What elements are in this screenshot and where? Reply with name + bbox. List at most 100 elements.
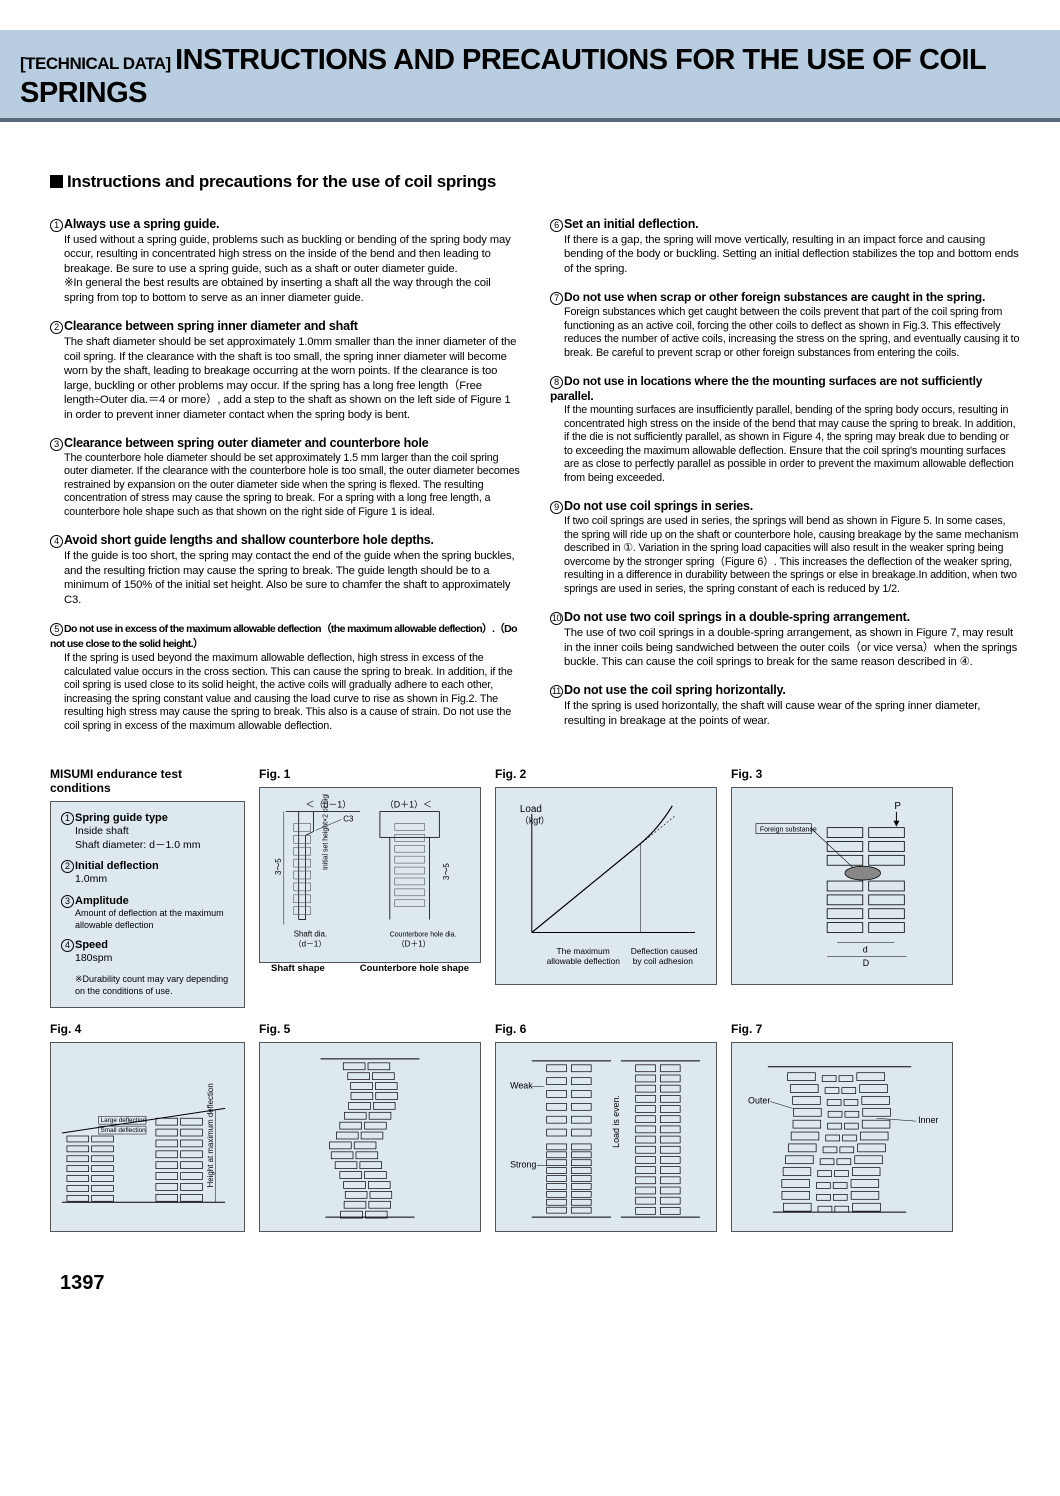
item-body: If the spring is used horizontally, the … xyxy=(550,699,1020,728)
endurance-item-title: 1Spring guide type xyxy=(61,812,236,825)
fig3-col: Fig. 3 P Foreign substance xyxy=(731,767,953,1008)
fig2-box: Load （kgf） The maximum allowable deflect… xyxy=(495,787,717,985)
svg-text:Outer: Outer xyxy=(748,1096,770,1106)
fig1-box: ＜（d－1） （D＋1）＜ C3 xyxy=(259,787,481,963)
page-number: 1397 xyxy=(0,1252,1060,1315)
svg-text:Deflection caused: Deflection caused xyxy=(631,946,698,956)
endurance-item-title: 3Amplitude xyxy=(61,895,236,908)
fig4-box: Large deflection Small deflection Height… xyxy=(50,1042,245,1232)
square-bullet-icon xyxy=(50,175,63,188)
item-number-icon: 3 xyxy=(50,438,63,451)
endurance-item: 4Speed 180spm xyxy=(61,939,236,966)
fig4-col: Fig. 4 xyxy=(50,1022,245,1232)
item-body: If the spring is used beyond the maximum… xyxy=(50,652,520,733)
instruction-item: 4Avoid short guide lengths and shallow c… xyxy=(50,533,520,607)
item-title: 5Do not use in excess of the maximum all… xyxy=(50,621,520,651)
endurance-item-value: 180spm xyxy=(61,952,236,966)
svg-text:Inner: Inner xyxy=(918,1116,938,1126)
endurance-item: 2Initial deflection 1.0mm xyxy=(61,860,236,887)
instruction-item: 8Do not use in locations where the the m… xyxy=(550,374,1020,485)
svg-text:Weak: Weak xyxy=(510,1081,533,1091)
item-title: 4Avoid short guide lengths and shallow c… xyxy=(50,533,520,548)
svg-text:C3: C3 xyxy=(343,815,354,824)
figures-row-1: MISUMI endurance test conditions 1Spring… xyxy=(50,767,1020,1008)
fig5-box xyxy=(259,1042,481,1232)
right-column: 6Set an initial deflection. If there is … xyxy=(550,217,1020,747)
endurance-title: MISUMI endurance test conditions xyxy=(50,767,245,795)
fig1-caption: Shaft shape Counterbore hole shape xyxy=(259,963,481,974)
svg-text:Counterbore hole dia.: Counterbore hole dia. xyxy=(390,932,457,939)
svg-text:Initial set height×2 or higher: Initial set height×2 or higher xyxy=(322,794,329,870)
fig1-title: Fig. 1 xyxy=(259,767,481,781)
header-band: [TECHNICAL DATA] INSTRUCTIONS AND PRECAU… xyxy=(0,30,1060,122)
item-number-icon: 2 xyxy=(61,860,74,873)
instruction-item: 3Clearance between spring outer diameter… xyxy=(50,436,520,519)
svg-text:（kgf）: （kgf） xyxy=(520,816,550,826)
fig1-caption-right: Counterbore hole shape xyxy=(360,963,469,974)
endurance-item: 3Amplitude Amount of deflection at the m… xyxy=(61,895,236,931)
item-number-icon: 8 xyxy=(550,376,563,389)
endurance-item-value: Amount of deflection at the maximum allo… xyxy=(61,908,236,931)
instruction-item: 10Do not use two coil springs in a doubl… xyxy=(550,610,1020,669)
svg-text:Strong: Strong xyxy=(510,1160,536,1170)
section-title: Instructions and precautions for the use… xyxy=(50,172,1020,192)
two-columns: 1Always use a spring guide. If used with… xyxy=(50,217,1020,747)
instruction-item: 6Set an initial deflection. If there is … xyxy=(550,217,1020,276)
item-title: 8Do not use in locations where the the m… xyxy=(550,374,1020,403)
content-area: Instructions and precautions for the use… xyxy=(0,122,1060,1252)
item-body: The use of two coil springs in a double-… xyxy=(550,626,1020,669)
endurance-column: MISUMI endurance test conditions 1Spring… xyxy=(50,767,245,1008)
item-body: If there is a gap, the spring will move … xyxy=(550,233,1020,276)
item-number-icon: 11 xyxy=(550,685,563,698)
item-number-icon: 7 xyxy=(550,292,563,305)
svg-text:（D＋1）: （D＋1） xyxy=(397,939,431,948)
item-number-icon: 5 xyxy=(50,623,63,636)
fig5-col: Fig. 5 xyxy=(259,1022,481,1232)
fig1-col: Fig. 1 ＜（d－1） （D＋1）＜ C3 xyxy=(259,767,481,1008)
left-column: 1Always use a spring guide. If used with… xyxy=(50,217,520,747)
item-number-icon: 1 xyxy=(61,812,74,825)
svg-text:Load: Load xyxy=(520,804,542,815)
endurance-item: 1Spring guide type Inside shaftShaft dia… xyxy=(61,812,236,852)
fig2-col: Fig. 2 Load （kgf） The maximum allowable … xyxy=(495,767,717,1008)
svg-text:P: P xyxy=(894,801,901,812)
svg-text:Large deflection: Large deflection xyxy=(101,1118,147,1125)
header-prefix: [TECHNICAL DATA] xyxy=(20,54,171,73)
fig3-title: Fig. 3 xyxy=(731,767,953,781)
instruction-item: 11Do not use the coil spring horizontall… xyxy=(550,683,1020,728)
item-body: If two coil springs are used in series, … xyxy=(550,515,1020,596)
endurance-item-value: Inside shaftShaft diameter: d－1.0 mm xyxy=(61,825,236,852)
item-number-icon: 4 xyxy=(61,939,74,952)
figures-row-2: Fig. 4 xyxy=(50,1022,1020,1232)
fig6-col: Fig. 6 Weak Strong Load is even. xyxy=(495,1022,717,1232)
svg-text:Foreign substance: Foreign substance xyxy=(760,827,817,834)
svg-text:（D＋1）＜: （D＋1）＜ xyxy=(385,800,432,810)
fig3-box: P Foreign substance xyxy=(731,787,953,985)
section-title-text: Instructions and precautions for the use… xyxy=(67,172,496,191)
fig5-title: Fig. 5 xyxy=(259,1022,481,1036)
item-number-icon: 9 xyxy=(550,501,563,514)
svg-text:Load is even.: Load is even. xyxy=(611,1095,621,1148)
fig4-title: Fig. 4 xyxy=(50,1022,245,1036)
instruction-item: 2Clearance between spring inner diameter… xyxy=(50,319,520,422)
fig6-box: Weak Strong Load is even. xyxy=(495,1042,717,1232)
item-body: If used without a spring guide, problems… xyxy=(50,233,520,305)
instruction-item: 1Always use a spring guide. If used with… xyxy=(50,217,520,305)
svg-text:Height at maximum deflection: Height at maximum deflection xyxy=(206,1084,215,1188)
endurance-item-title: 4Speed xyxy=(61,939,236,952)
endurance-item-value: 1.0mm xyxy=(61,873,236,887)
item-title: 10Do not use two coil springs in a doubl… xyxy=(550,610,1020,625)
item-body: The counterbore hole diameter should be … xyxy=(50,452,520,519)
instruction-item: 9Do not use coil springs in series. If t… xyxy=(550,499,1020,596)
item-body: Foreign substances which get caught betw… xyxy=(550,306,1020,360)
item-title: 1Always use a spring guide. xyxy=(50,217,520,232)
svg-text:d: d xyxy=(863,944,868,954)
endurance-item-title: 2Initial deflection xyxy=(61,860,236,873)
item-number-icon: 1 xyxy=(50,219,63,232)
endurance-box: 1Spring guide type Inside shaftShaft dia… xyxy=(50,801,245,1008)
instruction-item: 5Do not use in excess of the maximum all… xyxy=(50,621,520,733)
svg-text:Small deflection: Small deflection xyxy=(101,1127,147,1134)
svg-text:Shaft dia.: Shaft dia. xyxy=(294,930,327,939)
item-body: If the guide is too short, the spring ma… xyxy=(50,549,520,607)
item-title: 9Do not use coil springs in series. xyxy=(550,499,1020,514)
